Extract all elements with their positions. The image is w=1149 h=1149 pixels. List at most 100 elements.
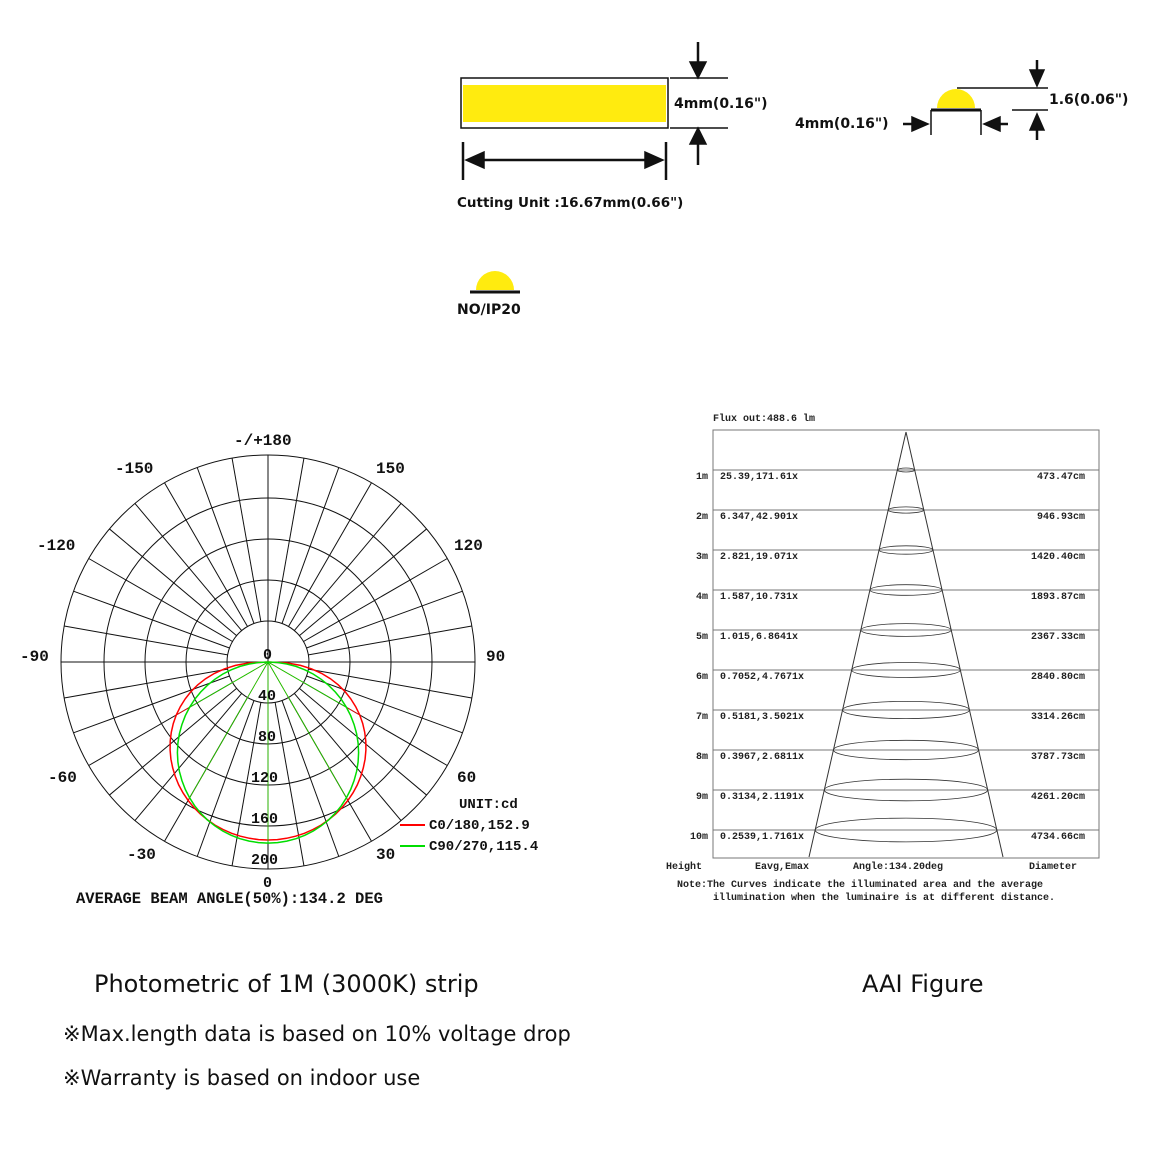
cutting-unit-label: Cutting Unit :16.67mm(0.66") <box>457 195 684 211</box>
row-height: 1m <box>695 472 708 483</box>
arrow-head <box>688 61 708 80</box>
row-illuminance: 2.821,19.071x <box>720 552 799 563</box>
row-height: 4m <box>695 592 708 603</box>
note-warranty: ※Warranty is based on indoor use <box>63 1066 421 1090</box>
grid-spoke <box>109 687 237 796</box>
row-height: 5m <box>695 632 708 643</box>
grid-spoke <box>196 700 255 857</box>
photometric-caption: Photometric of 1M (3000K) strip <box>94 970 479 998</box>
row-illuminance: 6.347,42.901x <box>720 512 799 523</box>
legend-swatch-red <box>400 824 425 827</box>
row-diameter: 4734.66cm <box>1030 832 1085 843</box>
radial-label: 120 <box>251 770 279 787</box>
aai-caption: AAI Figure <box>862 970 984 998</box>
row-diameter: 473.47cm <box>1036 472 1085 483</box>
grid-spoke <box>64 668 228 699</box>
grid-spoke <box>293 503 402 631</box>
row-illuminance: 0.3967,2.6811x <box>720 752 805 763</box>
row-height: 9m <box>695 792 708 803</box>
thickness-label: 1.6(0.06") <box>1049 92 1129 108</box>
grid-spoke <box>281 467 340 624</box>
row-diameter: 2367.33cm <box>1030 632 1085 643</box>
row-diameter: 4261.20cm <box>1030 792 1085 803</box>
cone-edge <box>808 431 907 858</box>
grid-spoke <box>164 482 248 627</box>
row-height: 10m <box>689 832 708 843</box>
grid-spoke <box>73 675 230 734</box>
row-height: 8m <box>695 752 708 763</box>
legend-swatch-green <box>400 845 425 848</box>
note-voltage-drop: ※Max.length data is based on 10% voltage… <box>63 1022 571 1046</box>
arrow-head <box>688 126 708 145</box>
grid-spoke <box>109 528 237 637</box>
row-height: 6m <box>695 672 708 683</box>
row-illuminance: 1.587,10.731x <box>720 592 799 603</box>
row-diameter: 1893.87cm <box>1030 592 1085 603</box>
legend-label: C90/270,115.4 <box>429 839 539 855</box>
row-diameter: 2840.80cm <box>1030 672 1085 683</box>
row-height: 7m <box>695 712 708 723</box>
width-label: 4mm(0.16") <box>795 116 889 132</box>
beam-angle-label: AVERAGE BEAM ANGLE(50%):134.2 DEG <box>76 890 383 908</box>
row-illuminance: 0.3134,2.1191x <box>720 792 805 803</box>
grid-spoke <box>299 687 427 796</box>
strip-outline <box>460 77 669 129</box>
grid-spoke <box>308 668 472 699</box>
curve-spoke <box>267 661 347 799</box>
grid-spoke <box>134 503 243 631</box>
grid-spoke <box>306 675 463 734</box>
grid-spoke <box>303 558 448 642</box>
radial-label: 0 <box>263 647 273 664</box>
grid-spoke <box>231 702 262 866</box>
row-diameter: 1420.40cm <box>1030 552 1085 563</box>
grid-spoke <box>73 590 230 649</box>
footer-height: Height <box>666 862 703 873</box>
row-diameter: 946.93cm <box>1036 512 1085 523</box>
radial-label: 80 <box>258 729 277 746</box>
ip-label: NO/IP20 <box>457 302 521 318</box>
row-illuminance: 0.2539,1.7161x <box>720 832 805 843</box>
row-illuminance: 1.015,6.8641x <box>720 632 799 643</box>
grid-spoke <box>306 590 463 649</box>
angle-label: -/+180 <box>234 432 292 450</box>
height-label: 4mm(0.16") <box>674 96 768 112</box>
grid-spoke <box>88 558 233 642</box>
flux-label: Flux out:488.6 lm <box>713 414 816 425</box>
aai-note-line2: illumination when the luminaire is at di… <box>713 893 1056 904</box>
legend-label: C0/180,152.9 <box>429 818 530 834</box>
footer-eavg: Eavg,Emax <box>755 862 810 873</box>
grid-spoke <box>231 458 262 622</box>
grid-spoke <box>134 693 243 821</box>
grid-spoke <box>308 625 472 656</box>
angle-label: -30 <box>127 846 156 864</box>
row-illuminance: 0.5181,3.5021x <box>720 712 805 723</box>
angle-label: 150 <box>376 460 405 478</box>
curve-spoke <box>267 661 347 708</box>
radial-label: 200 <box>251 852 279 869</box>
polar-chart <box>60 454 476 870</box>
angle-label: -60 <box>48 769 77 787</box>
angle-label: -90 <box>20 648 49 666</box>
grid-spoke <box>274 458 305 622</box>
radial-label: 160 <box>251 811 279 828</box>
cone-edge <box>905 431 1004 858</box>
row-height: 2m <box>695 512 708 523</box>
grid-spoke <box>274 702 305 866</box>
row-height: 3m <box>695 552 708 563</box>
angle-label: 60 <box>457 769 477 787</box>
angle-label: 120 <box>454 537 483 555</box>
ip-dome-icon <box>476 271 514 290</box>
angle-label: -120 <box>37 537 76 555</box>
legend-c90: C90/270,115.4 <box>400 839 538 855</box>
curve-spoke <box>189 661 269 708</box>
grid-spoke <box>288 482 372 627</box>
led-dome <box>937 89 975 108</box>
strip-led-fill <box>463 85 666 122</box>
radial-label: 40 <box>258 688 277 705</box>
row-illuminance: 0.7052,4.7671x <box>720 672 805 683</box>
grid-spoke <box>64 625 228 656</box>
aai-frame <box>712 429 1100 859</box>
aai-note-line1: Note:The Curves indicate the illuminated… <box>677 880 1044 891</box>
